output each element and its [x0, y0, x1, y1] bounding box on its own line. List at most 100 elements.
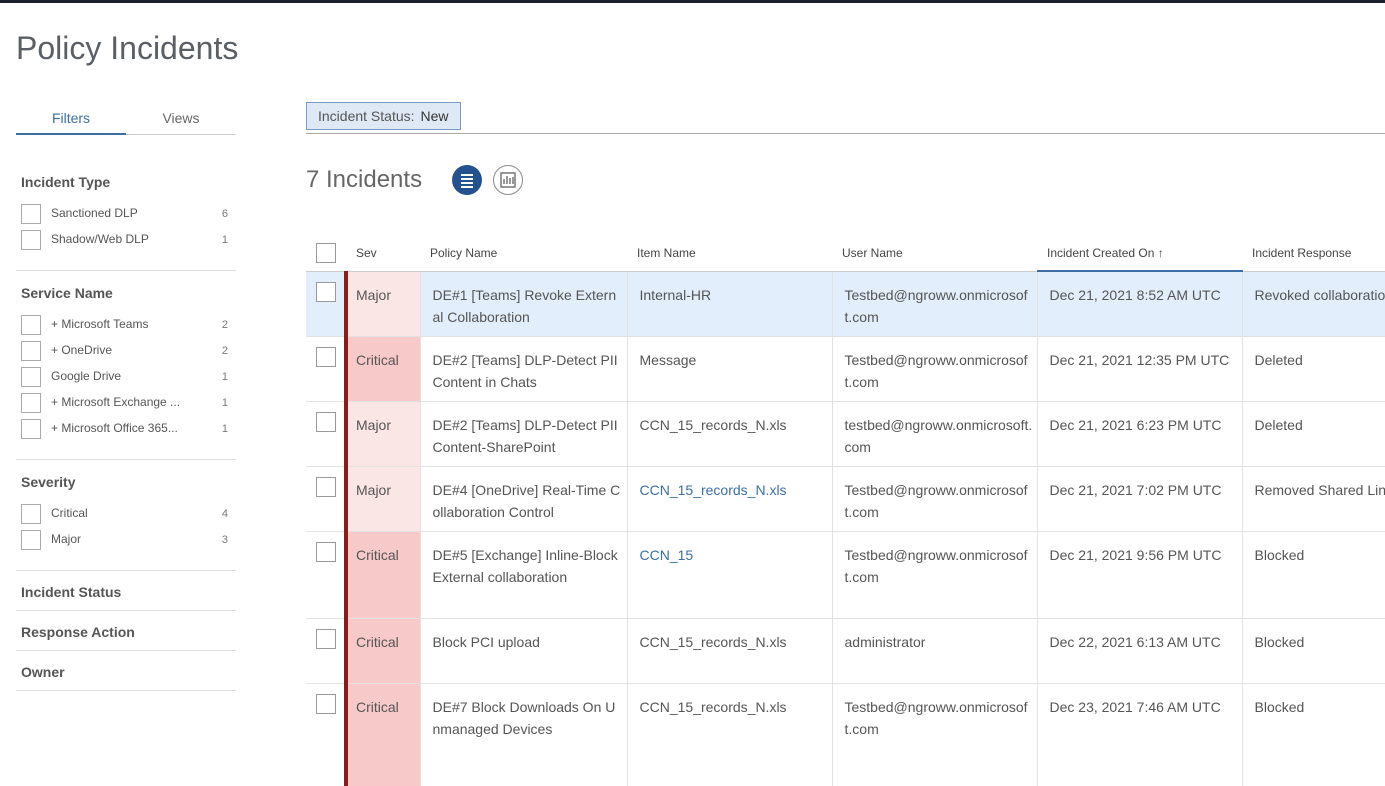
- chart-view-button[interactable]: [493, 165, 523, 195]
- table-cell: CCN_15_records_N.xls: [627, 402, 832, 467]
- severity-cell: Major: [346, 271, 420, 337]
- checkbox[interactable]: [21, 419, 41, 439]
- tabs: Filters Views: [16, 110, 236, 135]
- filter-title: Incident Type: [21, 174, 236, 190]
- column-label: Sev: [356, 246, 377, 260]
- header-cell: [306, 236, 346, 271]
- option-label: Major: [51, 532, 81, 546]
- filter-option: + Microsoft Exchange ... 1: [21, 393, 236, 419]
- tab[interactable]: Filters: [16, 110, 126, 135]
- chart-icon: [494, 166, 522, 194]
- column-header[interactable]: Policy Name: [420, 236, 627, 271]
- sort-arrow: ↑: [1154, 246, 1163, 260]
- column-label: Policy Name: [430, 246, 497, 260]
- table-cell: Deleted: [1242, 402, 1385, 467]
- option-label: + Microsoft Teams: [51, 317, 148, 331]
- option-count: 6: [222, 208, 228, 220]
- option-label: Google Drive: [51, 369, 121, 383]
- column-header[interactable]: Item Name: [627, 236, 832, 271]
- option-count: 1: [222, 397, 228, 409]
- option-label: Shadow/Web DLP: [51, 232, 149, 246]
- table-cell: DE#4 [OneDrive] Real-Time Collaboration …: [420, 467, 627, 532]
- filter-title: Service Name: [21, 285, 236, 301]
- table-cell: Block PCI upload: [420, 619, 627, 684]
- option-count: 2: [222, 345, 228, 357]
- table-cell: DE#1 [Teams] Revoke External Collaborati…: [420, 271, 627, 337]
- checkbox-cell: [306, 337, 346, 402]
- column-label: Item Name: [637, 246, 696, 260]
- column-header[interactable]: Sev: [346, 236, 420, 271]
- checkbox[interactable]: [21, 530, 41, 550]
- column-header[interactable]: Incident Response: [1242, 236, 1385, 271]
- checkbox-cell: [306, 684, 346, 786]
- filter-option: Google Drive 1: [21, 367, 236, 393]
- checkbox[interactable]: [316, 694, 336, 714]
- checkbox[interactable]: [316, 412, 336, 432]
- divider: [306, 133, 1385, 134]
- checkbox[interactable]: [21, 504, 41, 524]
- filter-section[interactable]: Owner: [16, 651, 236, 691]
- option-label: + Microsoft Office 365...: [51, 421, 178, 435]
- table-cell: DE#7 Block Downloads On Unmanaged Device…: [420, 684, 627, 786]
- severity-cell: Critical: [346, 532, 420, 619]
- checkbox[interactable]: [316, 477, 336, 497]
- table-cell: Dec 21, 2021 12:35 PM UTC: [1037, 337, 1242, 402]
- checkbox[interactable]: [21, 230, 41, 250]
- table-cell: Blocked: [1242, 532, 1385, 619]
- table-cell: administrator: [832, 619, 1037, 684]
- severity-cell: Critical: [346, 684, 420, 786]
- checkbox[interactable]: [316, 542, 336, 562]
- filter-section[interactable]: Incident Status: [16, 571, 236, 611]
- option-count: 1: [222, 371, 228, 383]
- table-cell: Blocked: [1242, 684, 1385, 786]
- severity-cell: Major: [346, 467, 420, 532]
- filter-chip[interactable]: Incident Status:New: [306, 102, 461, 130]
- checkbox[interactable]: [21, 393, 41, 413]
- checkbox[interactable]: [316, 282, 336, 302]
- checkbox-cell: [306, 271, 346, 337]
- list-icon: [452, 165, 482, 195]
- severity-cell: Critical: [346, 337, 420, 402]
- table-cell: Dec 21, 2021 9:56 PM UTC: [1037, 532, 1242, 619]
- checkbox-cell: [306, 467, 346, 532]
- checkbox-cell: [306, 619, 346, 684]
- column-label: Incident Response: [1252, 246, 1351, 260]
- checkbox[interactable]: [316, 243, 336, 263]
- table-cell: Testbed@ngroww.onmicrosoft.com: [832, 532, 1037, 619]
- checkbox[interactable]: [21, 367, 41, 387]
- table-cell: Dec 21, 2021 8:52 AM UTC: [1037, 271, 1242, 337]
- top-bar: [0, 0, 1385, 3]
- column-header[interactable]: Incident Created On ↑: [1037, 236, 1242, 271]
- filter-title: Response Action: [21, 624, 236, 640]
- column-header[interactable]: User Name: [832, 236, 1037, 271]
- tab[interactable]: Views: [126, 110, 236, 134]
- list-view-button[interactable]: [452, 165, 482, 195]
- option-label: + Microsoft Exchange ...: [51, 395, 180, 409]
- filter-section[interactable]: Response Action: [16, 611, 236, 651]
- option-count: 1: [222, 234, 228, 246]
- option-label: + OneDrive: [51, 343, 112, 357]
- checkbox[interactable]: [316, 629, 336, 649]
- column-label: Incident Created On: [1047, 246, 1154, 260]
- table-cell: Removed Shared Lin: [1242, 467, 1385, 532]
- chip-value: New: [421, 108, 449, 124]
- checkbox[interactable]: [316, 347, 336, 367]
- checkbox[interactable]: [21, 315, 41, 335]
- checkbox[interactable]: [21, 341, 41, 361]
- filter-option: + OneDrive 2: [21, 341, 236, 367]
- checkbox[interactable]: [21, 204, 41, 224]
